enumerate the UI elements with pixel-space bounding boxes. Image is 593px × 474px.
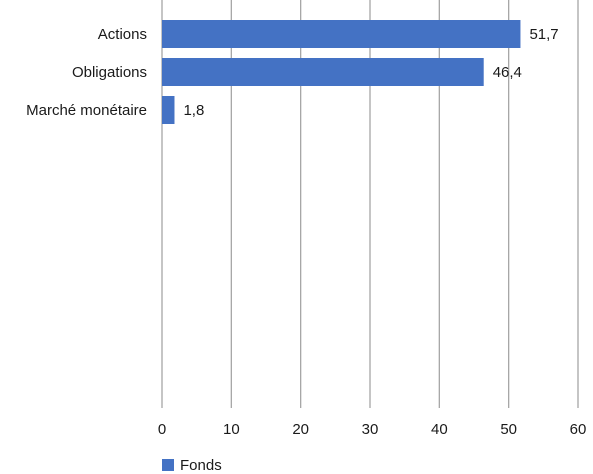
- data-label-0: 51,7: [529, 26, 558, 43]
- x-tick-label-30: 30: [362, 421, 379, 438]
- category-label-0: Actions: [98, 26, 147, 43]
- category-labels: Actions Obligations Marché monétaire: [26, 26, 147, 119]
- bar-2: [162, 96, 175, 124]
- bars: [162, 20, 521, 124]
- legend-swatch: [162, 459, 174, 471]
- x-axis-tick-labels: 0 10 20 30 40 50 60: [158, 421, 587, 438]
- legend-label: Fonds: [180, 456, 222, 474]
- x-tick-label-0: 0: [158, 421, 166, 438]
- data-labels: 51,7 46,4 1,8: [183, 26, 558, 119]
- bar-0: [162, 20, 521, 48]
- category-label-2: Marché monétaire: [26, 102, 147, 119]
- data-label-1: 46,4: [493, 64, 522, 81]
- x-tick-label-60: 60: [570, 421, 587, 438]
- data-label-2: 1,8: [183, 102, 204, 119]
- bar-1: [162, 58, 484, 86]
- x-tick-label-50: 50: [500, 421, 517, 438]
- x-tick-label-10: 10: [223, 421, 240, 438]
- x-tick-label-20: 20: [292, 421, 309, 438]
- category-label-1: Obligations: [72, 64, 147, 81]
- x-tick-label-40: 40: [431, 421, 448, 438]
- legend: Fonds: [162, 456, 222, 474]
